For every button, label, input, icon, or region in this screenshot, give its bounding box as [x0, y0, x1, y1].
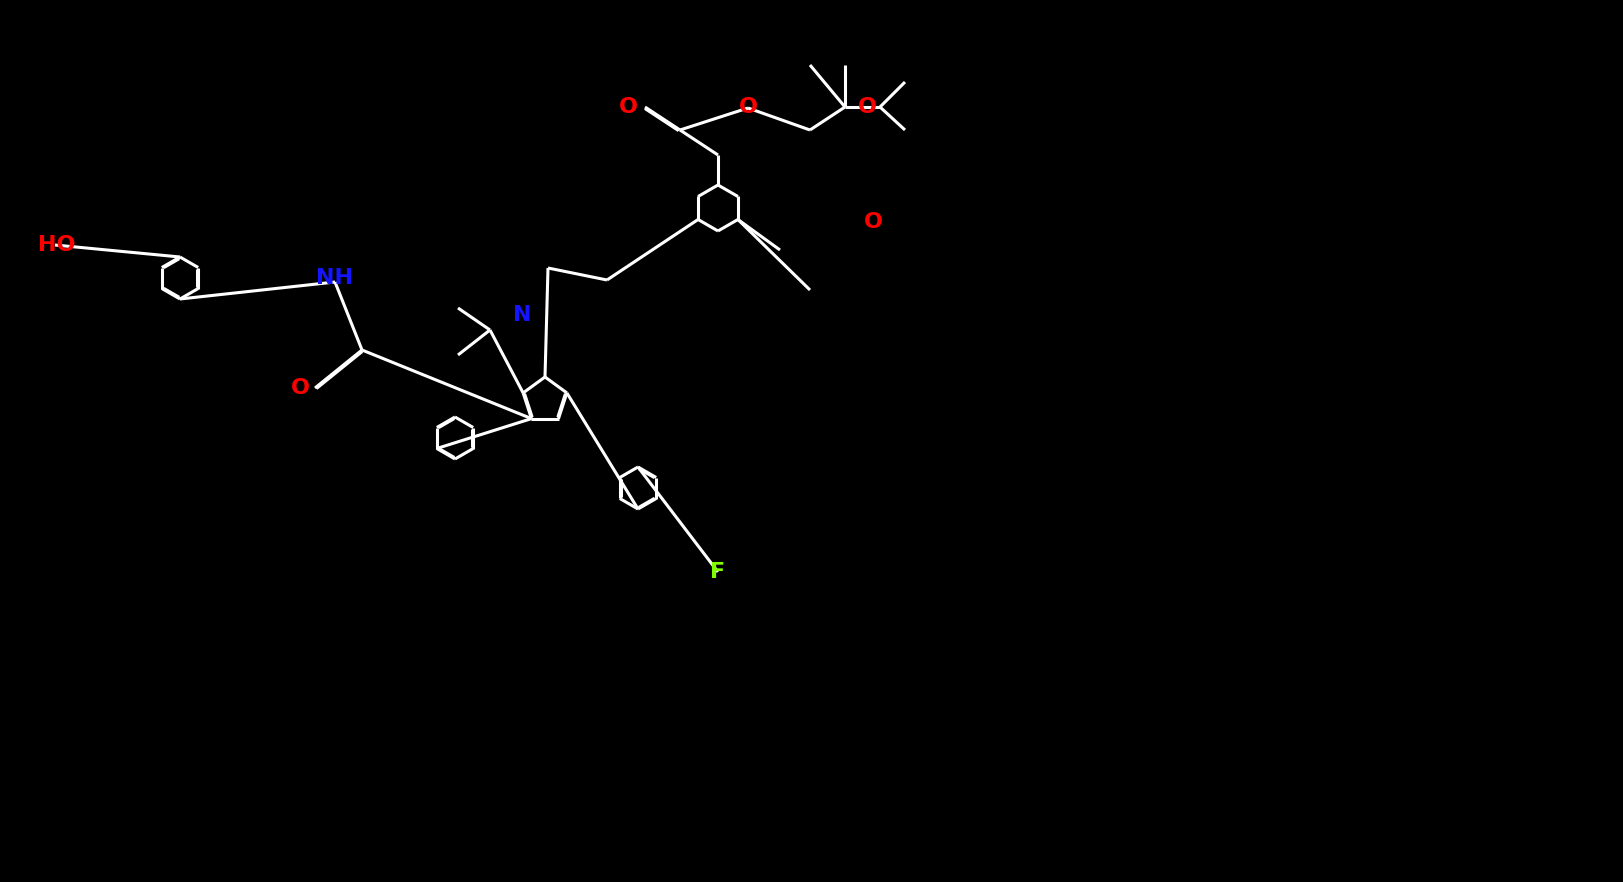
Text: HO: HO: [37, 235, 75, 255]
Text: N: N: [513, 305, 531, 325]
Text: F: F: [709, 562, 725, 582]
Text: O: O: [618, 97, 638, 117]
Text: O: O: [738, 97, 756, 117]
Text: O: O: [857, 97, 876, 117]
Text: O: O: [291, 378, 310, 398]
Text: NH: NH: [316, 268, 354, 288]
Text: O: O: [863, 212, 881, 232]
